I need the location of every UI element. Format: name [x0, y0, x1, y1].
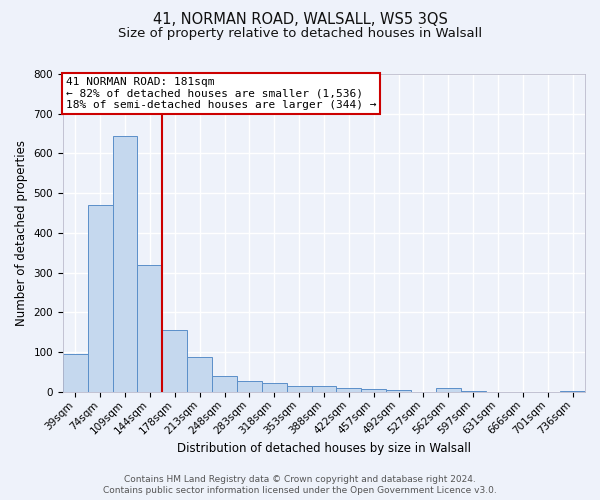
Bar — [137, 265, 163, 392]
Text: Contains HM Land Registry data © Crown copyright and database right 2024.: Contains HM Land Registry data © Crown c… — [124, 474, 476, 484]
Bar — [461, 391, 485, 392]
Bar — [386, 390, 411, 392]
Bar — [436, 388, 461, 392]
X-axis label: Distribution of detached houses by size in Walsall: Distribution of detached houses by size … — [177, 442, 471, 455]
Bar — [262, 383, 287, 392]
Bar — [88, 205, 113, 392]
Text: Contains public sector information licensed under the Open Government Licence v3: Contains public sector information licen… — [103, 486, 497, 495]
Bar — [287, 386, 311, 392]
Bar — [63, 354, 88, 392]
Bar — [187, 357, 212, 392]
Text: 41 NORMAN ROAD: 181sqm
← 82% of detached houses are smaller (1,536)
18% of semi-: 41 NORMAN ROAD: 181sqm ← 82% of detached… — [65, 77, 376, 110]
Bar — [212, 376, 237, 392]
Bar — [311, 386, 337, 392]
Text: Size of property relative to detached houses in Walsall: Size of property relative to detached ho… — [118, 28, 482, 40]
Bar — [163, 330, 187, 392]
Bar — [361, 389, 386, 392]
Text: 41, NORMAN ROAD, WALSALL, WS5 3QS: 41, NORMAN ROAD, WALSALL, WS5 3QS — [152, 12, 448, 28]
Bar — [560, 391, 585, 392]
Bar — [113, 136, 137, 392]
Y-axis label: Number of detached properties: Number of detached properties — [15, 140, 28, 326]
Bar — [237, 381, 262, 392]
Bar — [337, 388, 361, 392]
